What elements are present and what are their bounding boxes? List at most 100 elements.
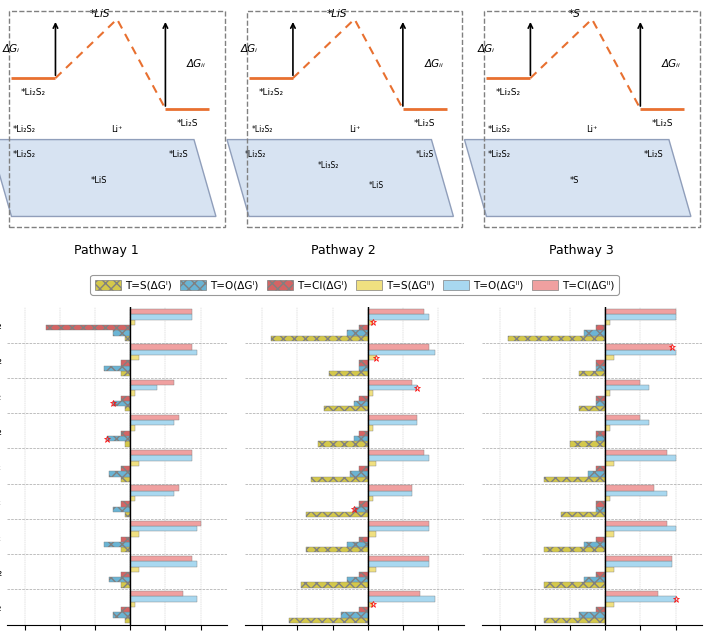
- FancyBboxPatch shape: [368, 461, 376, 466]
- FancyBboxPatch shape: [605, 415, 640, 420]
- FancyBboxPatch shape: [350, 471, 368, 476]
- FancyBboxPatch shape: [121, 501, 130, 507]
- Text: ΔGᵢ: ΔGᵢ: [240, 44, 257, 54]
- FancyBboxPatch shape: [605, 425, 610, 431]
- FancyBboxPatch shape: [130, 602, 135, 607]
- FancyBboxPatch shape: [301, 582, 368, 587]
- Text: ΔGᵢᵢ: ΔGᵢᵢ: [424, 59, 443, 69]
- FancyBboxPatch shape: [130, 561, 197, 567]
- FancyBboxPatch shape: [121, 396, 130, 401]
- FancyBboxPatch shape: [596, 501, 605, 507]
- Text: Pathway 3: Pathway 3: [549, 244, 613, 257]
- FancyBboxPatch shape: [596, 325, 605, 330]
- FancyBboxPatch shape: [368, 485, 412, 491]
- FancyBboxPatch shape: [588, 471, 605, 476]
- FancyBboxPatch shape: [368, 526, 429, 531]
- Text: *Li₂S₂: *Li₂S₂: [245, 150, 267, 160]
- FancyBboxPatch shape: [596, 396, 605, 401]
- FancyBboxPatch shape: [130, 556, 192, 561]
- FancyBboxPatch shape: [121, 431, 130, 436]
- FancyBboxPatch shape: [368, 415, 417, 420]
- FancyBboxPatch shape: [125, 406, 130, 411]
- FancyBboxPatch shape: [354, 507, 368, 512]
- FancyBboxPatch shape: [605, 485, 654, 491]
- FancyBboxPatch shape: [368, 355, 376, 360]
- FancyBboxPatch shape: [130, 385, 157, 390]
- FancyBboxPatch shape: [359, 396, 368, 401]
- FancyBboxPatch shape: [113, 401, 130, 406]
- FancyBboxPatch shape: [596, 572, 605, 577]
- FancyBboxPatch shape: [368, 450, 424, 456]
- FancyBboxPatch shape: [130, 485, 179, 491]
- Text: ΔGᵢᵢ: ΔGᵢᵢ: [661, 59, 681, 69]
- FancyBboxPatch shape: [596, 607, 605, 612]
- Text: *LiS: *LiS: [89, 9, 110, 19]
- FancyBboxPatch shape: [130, 390, 135, 396]
- Text: *Li₂S₂: *Li₂S₂: [258, 88, 284, 97]
- FancyBboxPatch shape: [596, 360, 605, 365]
- FancyBboxPatch shape: [605, 461, 614, 466]
- FancyBboxPatch shape: [579, 371, 605, 376]
- Text: *Li₂S: *Li₂S: [644, 150, 664, 160]
- FancyBboxPatch shape: [130, 491, 174, 496]
- FancyBboxPatch shape: [605, 309, 676, 314]
- FancyBboxPatch shape: [605, 355, 614, 360]
- FancyBboxPatch shape: [544, 582, 605, 587]
- FancyBboxPatch shape: [130, 320, 135, 325]
- FancyBboxPatch shape: [368, 380, 412, 385]
- FancyBboxPatch shape: [584, 542, 605, 547]
- FancyBboxPatch shape: [570, 441, 605, 447]
- FancyBboxPatch shape: [130, 420, 174, 425]
- FancyBboxPatch shape: [508, 336, 605, 341]
- FancyBboxPatch shape: [329, 371, 368, 376]
- Text: ΔGᵢ: ΔGᵢ: [3, 44, 20, 54]
- Legend: T=S(ΔGᴵ), T=O(ΔGᴵ), T=Cl(ΔGᴵ), T=S(ΔGᴵᴵ), T=O(ΔGᴵᴵ), T=Cl(ΔGᴵᴵ): T=S(ΔGᴵ), T=O(ΔGᴵ), T=Cl(ΔGᴵ), T=S(ΔGᴵᴵ)…: [91, 275, 618, 295]
- FancyBboxPatch shape: [368, 345, 429, 350]
- FancyBboxPatch shape: [596, 401, 605, 406]
- FancyBboxPatch shape: [584, 577, 605, 582]
- Text: Pathway 2: Pathway 2: [311, 244, 376, 257]
- FancyBboxPatch shape: [596, 436, 605, 441]
- FancyBboxPatch shape: [596, 466, 605, 471]
- FancyBboxPatch shape: [605, 521, 666, 526]
- Text: Li⁺: Li⁺: [111, 125, 123, 134]
- FancyBboxPatch shape: [306, 547, 368, 552]
- FancyBboxPatch shape: [368, 320, 373, 325]
- FancyBboxPatch shape: [121, 547, 130, 552]
- FancyBboxPatch shape: [368, 567, 376, 572]
- FancyBboxPatch shape: [562, 512, 605, 517]
- Text: *Li₂S: *Li₂S: [415, 150, 434, 160]
- FancyBboxPatch shape: [579, 612, 605, 618]
- FancyBboxPatch shape: [605, 390, 610, 396]
- FancyBboxPatch shape: [130, 567, 139, 572]
- Text: *Li₂S: *Li₂S: [177, 119, 198, 128]
- Text: *Li₂S₂: *Li₂S₂: [252, 125, 273, 134]
- FancyBboxPatch shape: [605, 567, 614, 572]
- FancyBboxPatch shape: [605, 345, 672, 350]
- FancyBboxPatch shape: [125, 336, 130, 341]
- FancyBboxPatch shape: [605, 456, 676, 461]
- FancyBboxPatch shape: [113, 330, 130, 336]
- Polygon shape: [464, 139, 691, 216]
- FancyBboxPatch shape: [130, 350, 197, 355]
- Text: *Li₂S₂: *Li₂S₂: [496, 88, 521, 97]
- FancyBboxPatch shape: [347, 330, 368, 336]
- FancyBboxPatch shape: [125, 512, 130, 517]
- Text: *LiS: *LiS: [327, 9, 347, 19]
- FancyBboxPatch shape: [359, 572, 368, 577]
- FancyBboxPatch shape: [109, 577, 130, 582]
- FancyBboxPatch shape: [359, 501, 368, 507]
- FancyBboxPatch shape: [125, 441, 130, 447]
- FancyBboxPatch shape: [596, 507, 605, 512]
- FancyBboxPatch shape: [359, 431, 368, 436]
- FancyBboxPatch shape: [130, 415, 179, 420]
- FancyBboxPatch shape: [368, 591, 420, 596]
- FancyBboxPatch shape: [605, 526, 676, 531]
- FancyBboxPatch shape: [584, 330, 605, 336]
- FancyBboxPatch shape: [104, 542, 130, 547]
- FancyBboxPatch shape: [130, 380, 174, 385]
- FancyBboxPatch shape: [130, 521, 201, 526]
- FancyBboxPatch shape: [368, 596, 435, 602]
- FancyBboxPatch shape: [130, 591, 183, 596]
- FancyBboxPatch shape: [544, 547, 605, 552]
